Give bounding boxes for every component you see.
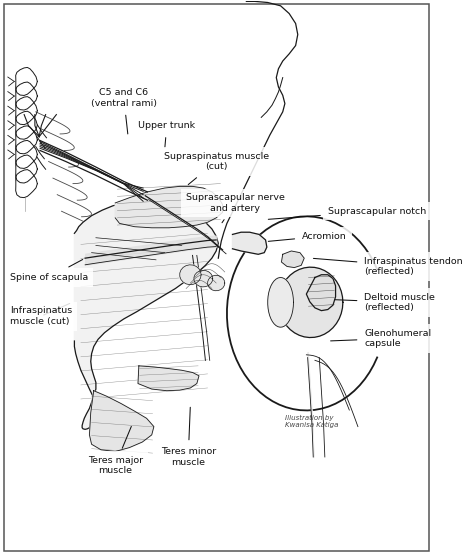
Polygon shape	[268, 278, 293, 327]
Text: Infraspinatus
muscle (cut): Infraspinatus muscle (cut)	[10, 304, 72, 326]
Polygon shape	[16, 97, 37, 125]
Polygon shape	[74, 201, 219, 430]
Polygon shape	[232, 232, 267, 254]
Polygon shape	[306, 275, 336, 311]
Polygon shape	[279, 267, 343, 337]
Text: Deltoid muscle
(reflected): Deltoid muscle (reflected)	[335, 292, 435, 312]
Polygon shape	[16, 111, 37, 139]
Polygon shape	[180, 265, 201, 285]
Text: Supraspinatus muscle
(cut): Supraspinatus muscle (cut)	[164, 152, 269, 185]
Text: Infraspinatus tendon
(reflected): Infraspinatus tendon (reflected)	[313, 257, 463, 276]
Polygon shape	[16, 82, 37, 110]
Polygon shape	[16, 68, 37, 95]
Polygon shape	[16, 126, 37, 154]
Polygon shape	[282, 251, 304, 268]
Text: Glenohumeral
capsule: Glenohumeral capsule	[330, 329, 431, 348]
Polygon shape	[16, 170, 37, 198]
Text: Spine of scapula: Spine of scapula	[10, 260, 88, 282]
Text: Upper trunk: Upper trunk	[138, 121, 195, 148]
Text: Suprascapular notch: Suprascapular notch	[268, 206, 426, 219]
Polygon shape	[138, 366, 199, 391]
Text: Illustration by
Kwanisa Katiga: Illustration by Kwanisa Katiga	[285, 415, 338, 428]
Polygon shape	[115, 186, 223, 228]
Text: C5 and C6
(ventral rami): C5 and C6 (ventral rami)	[91, 88, 157, 134]
Polygon shape	[194, 270, 213, 287]
Polygon shape	[16, 155, 37, 183]
Polygon shape	[208, 275, 225, 291]
Text: Teres minor
muscle: Teres minor muscle	[161, 407, 216, 467]
Text: Suprascapular nerve
and artery: Suprascapular nerve and artery	[186, 193, 285, 223]
Polygon shape	[90, 391, 154, 451]
Polygon shape	[16, 140, 37, 168]
Text: Acromion: Acromion	[268, 231, 347, 241]
Text: Teres major
muscle: Teres major muscle	[88, 426, 143, 475]
